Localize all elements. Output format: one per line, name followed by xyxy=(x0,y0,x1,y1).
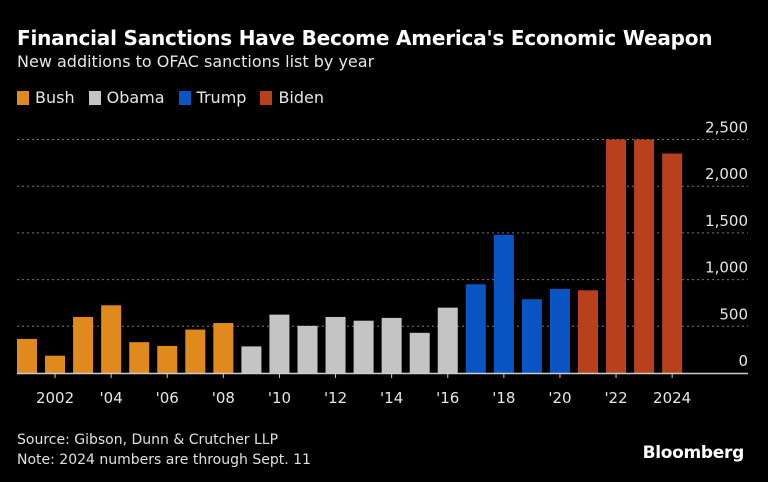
x-tick-label: '08 xyxy=(212,389,235,407)
legend-label: Obama xyxy=(106,88,165,107)
x-tick-label: '12 xyxy=(324,389,347,407)
legend-label: Biden xyxy=(278,88,324,107)
bar-2017 xyxy=(465,284,486,373)
legend-swatch xyxy=(260,90,273,105)
bar-2001 xyxy=(17,338,37,373)
x-tick-label: 2002 xyxy=(36,389,74,407)
x-tick-label: '06 xyxy=(156,389,179,407)
y-tick-label: 0 xyxy=(738,352,748,370)
source-note: Source: Gibson, Dunn & Crutcher LLP xyxy=(17,432,279,448)
bar-2023 xyxy=(634,139,655,373)
bar-2016 xyxy=(437,307,458,373)
bar-2015 xyxy=(409,332,430,373)
legend-item-obama: Obama xyxy=(88,88,165,107)
bar-2019 xyxy=(521,299,542,373)
y-tick-label: 500 xyxy=(719,305,748,323)
bar-2014 xyxy=(381,317,402,373)
bar-2018 xyxy=(493,234,514,373)
legend: Bush Obama Trump Biden xyxy=(17,88,324,107)
x-tick-label: '20 xyxy=(548,389,571,407)
bar-2002 xyxy=(45,355,66,373)
bar-2022 xyxy=(606,139,627,373)
y-tick-label: 2,000 xyxy=(705,165,748,183)
x-tick-label: '18 xyxy=(492,389,515,407)
bar-2021 xyxy=(578,290,598,373)
legend-item-trump: Trump xyxy=(178,88,247,107)
legend-swatch xyxy=(178,90,191,105)
bar-2007 xyxy=(185,329,206,373)
bar-2013 xyxy=(353,320,374,373)
chart-subtitle: New additions to OFAC sanctions list by … xyxy=(17,52,375,71)
y-tick-label: 1,000 xyxy=(705,259,748,277)
bar-2020 xyxy=(549,288,570,373)
bar-2011 xyxy=(297,325,318,373)
bar-2004 xyxy=(101,305,122,373)
bar-2005 xyxy=(129,342,150,373)
bloomberg-logo: Bloomberg xyxy=(642,443,745,463)
y-tick-label: 1,500 xyxy=(705,212,748,230)
bar-2010 xyxy=(269,314,290,373)
bar-2012 xyxy=(325,316,346,373)
legend-item-bush: Bush xyxy=(17,88,75,107)
legend-swatch xyxy=(17,90,29,105)
y-tick-label: 2,500 xyxy=(705,119,748,137)
x-tick-label: '22 xyxy=(604,389,627,407)
bar-chart: 0 500 1,000 1,500 2,000 2,500 2002 '04 '06 '08 '10… xyxy=(17,119,748,407)
x-tick-label: '10 xyxy=(268,389,291,407)
legend-swatch xyxy=(88,90,101,105)
bar-2009 xyxy=(241,346,262,373)
bar-2006 xyxy=(157,345,178,373)
legend-label: Bush xyxy=(35,88,75,107)
bar-2008 xyxy=(213,323,234,373)
legend-item-biden: Biden xyxy=(260,88,324,107)
x-tick-label: 2024 xyxy=(653,389,691,407)
footnotes: Source: Gibson, Dunn & Crutcher LLP Note… xyxy=(17,430,311,470)
x-tick-label: '14 xyxy=(380,389,403,407)
bar-2003 xyxy=(73,316,94,373)
bar-2024 xyxy=(662,153,683,373)
chart-title: Financial Sanctions Have Become America'… xyxy=(17,26,713,50)
x-tick-label: '16 xyxy=(436,389,459,407)
data-note: Note: 2024 numbers are through Sept. 11 xyxy=(17,452,311,468)
legend-label: Trump xyxy=(196,88,247,107)
x-tick-label: '04 xyxy=(100,389,123,407)
